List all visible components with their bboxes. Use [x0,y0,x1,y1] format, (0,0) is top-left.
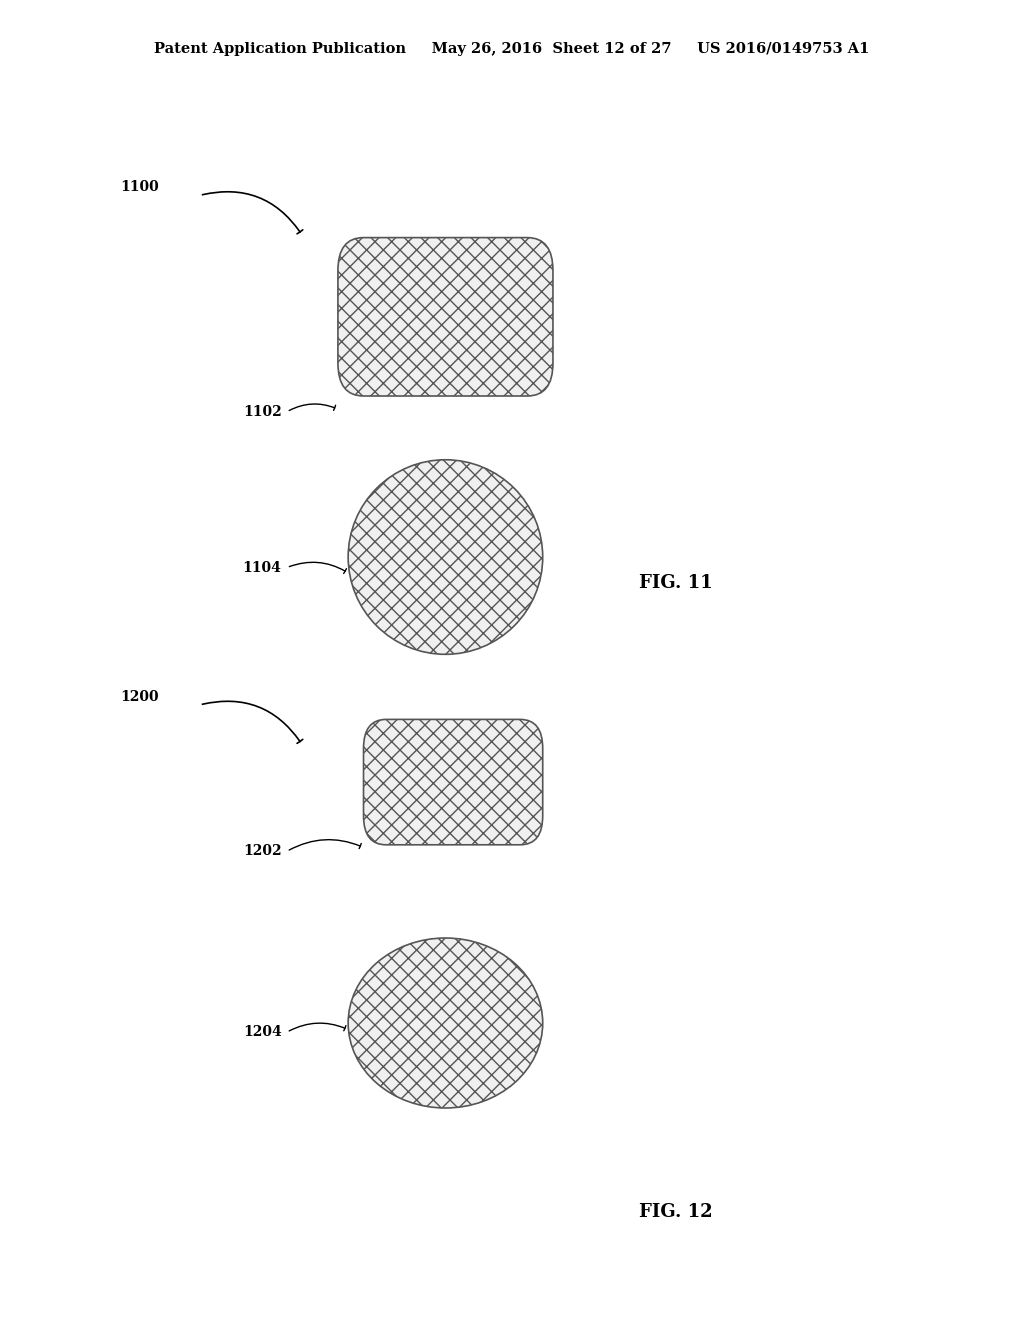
Text: 1104: 1104 [243,561,282,574]
FancyBboxPatch shape [364,719,543,845]
Text: 1100: 1100 [120,181,159,194]
Text: 1200: 1200 [120,690,159,704]
Text: FIG. 11: FIG. 11 [639,574,713,593]
FancyBboxPatch shape [338,238,553,396]
Text: 1204: 1204 [243,1026,282,1039]
Ellipse shape [348,939,543,1107]
Text: 1102: 1102 [243,405,282,418]
Text: 1202: 1202 [243,845,282,858]
Ellipse shape [348,459,543,655]
Text: FIG. 12: FIG. 12 [639,1203,713,1221]
Text: Patent Application Publication     May 26, 2016  Sheet 12 of 27     US 2016/0149: Patent Application Publication May 26, 2… [155,42,869,57]
